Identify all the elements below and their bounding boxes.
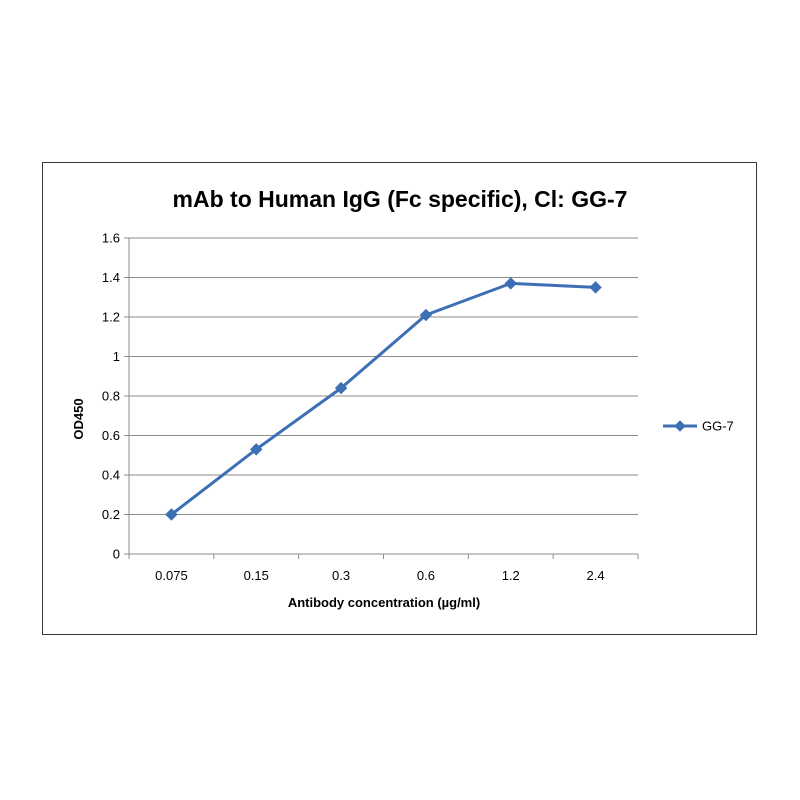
- x-tick-labels: 0.075 0.15 0.3 0.6 1.2 2.4: [155, 568, 604, 583]
- y-tick-label: 0.4: [102, 468, 120, 483]
- y-tick-label: 1.6: [102, 231, 120, 246]
- legend: GG-7: [663, 419, 734, 434]
- x-tick-label: 0.6: [417, 568, 435, 583]
- x-tick-label: 2.4: [587, 568, 605, 583]
- series-line: [170, 281, 596, 516]
- y-tick-label: 0.8: [102, 389, 120, 404]
- series-layer: [165, 277, 602, 521]
- y-tick-label: 0.2: [102, 507, 120, 522]
- data-point-marker: [334, 381, 348, 395]
- x-tick-label: 1.2: [502, 568, 520, 583]
- x-tick-label: 0.3: [332, 568, 350, 583]
- x-tick-label: 0.075: [155, 568, 188, 583]
- y-tick-label: 0: [113, 547, 120, 562]
- axes: [124, 237, 639, 559]
- data-point-marker: [504, 277, 517, 290]
- x-axis-title: Antibody concentration (µg/ml): [288, 595, 480, 610]
- data-point-marker: [250, 443, 263, 456]
- y-tick-labels: 0 0.2 0.4 0.6 0.8 1 1.2 1.4 1.6: [102, 231, 120, 562]
- gridlines: [129, 237, 638, 515]
- legend-marker: [674, 420, 686, 432]
- y-axis-title: OD450: [71, 398, 86, 439]
- chart-title: mAb to Human IgG (Fc specific), Cl: GG-7: [173, 186, 628, 212]
- chart-frame: mAb to Human IgG (Fc specific), Cl: GG-7…: [42, 162, 757, 635]
- x-tick-label: 0.15: [244, 568, 269, 583]
- line-chart: mAb to Human IgG (Fc specific), Cl: GG-7…: [71, 186, 734, 610]
- data-point-marker: [165, 508, 178, 521]
- y-tick-label: 0.6: [102, 428, 120, 443]
- y-tick-label: 1.4: [102, 270, 120, 285]
- data-point-marker: [419, 308, 433, 322]
- legend-label: GG-7: [702, 419, 734, 434]
- y-tick-label: 1.2: [102, 310, 120, 325]
- y-tick-label: 1: [113, 349, 120, 364]
- data-point-marker: [589, 281, 602, 294]
